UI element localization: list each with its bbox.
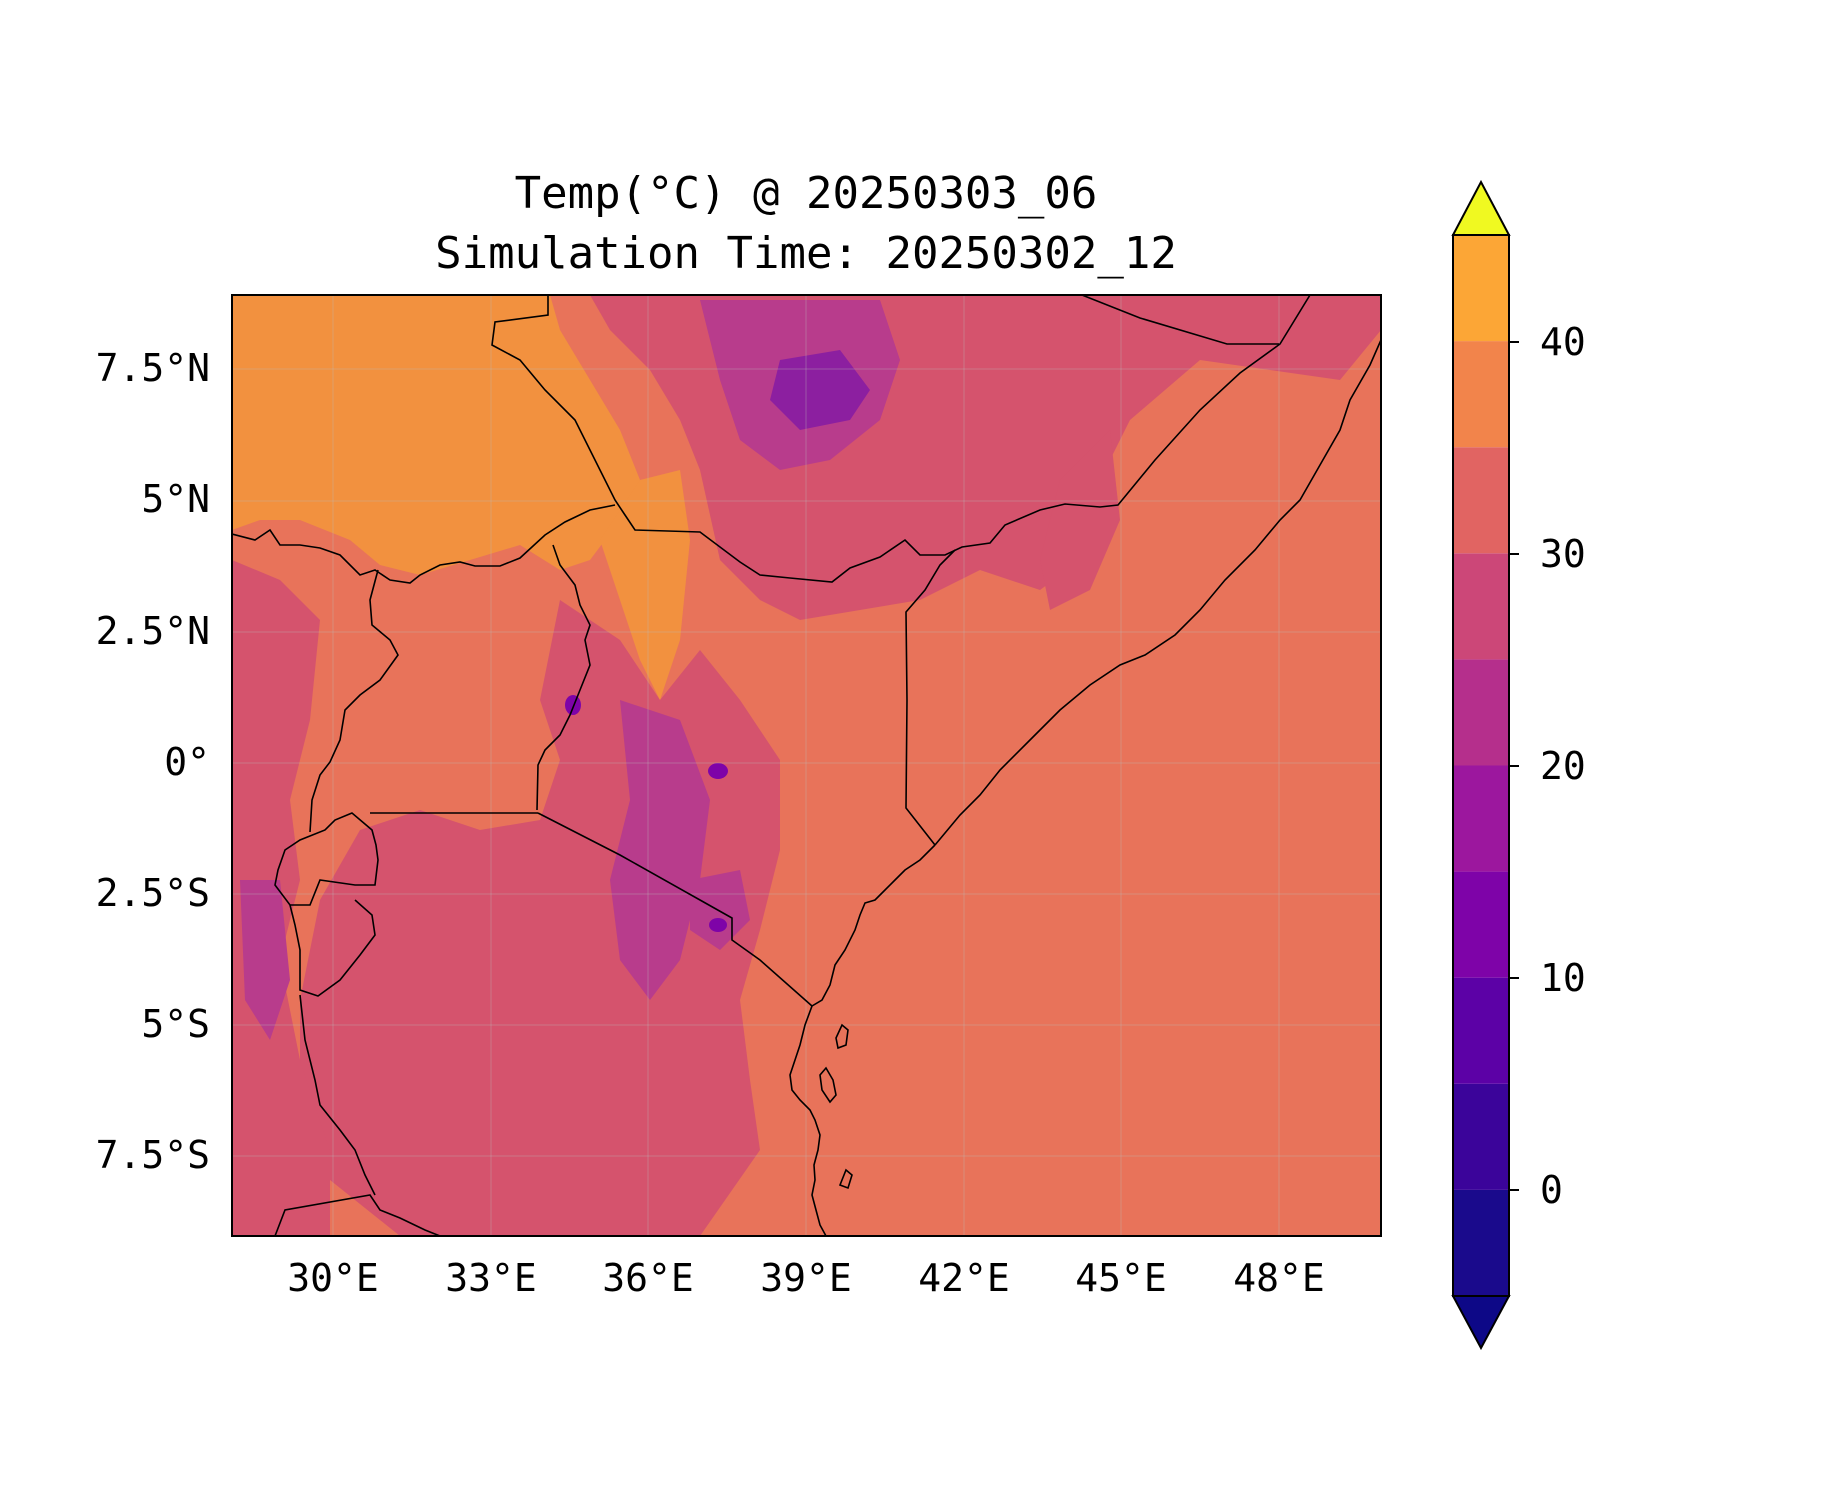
colorbar-tick-40: 40 xyxy=(1540,320,1586,364)
border-southsudan-uganda xyxy=(232,504,616,584)
country-borders xyxy=(232,295,1381,1236)
border-rwanda-burundi xyxy=(274,812,379,906)
lon-tick-33E: 33°E xyxy=(445,1256,537,1300)
border-sudan-southsudan-ethiopia xyxy=(491,295,1311,583)
colorbar-band-40 xyxy=(1453,235,1509,342)
colorbar-band--5 xyxy=(1453,1189,1509,1296)
coastline-kenya-tanzania xyxy=(789,844,936,1236)
border-uganda-drc xyxy=(309,569,399,833)
lat-tick-2.5S: 2.5°S xyxy=(96,871,210,915)
colorbar-band-35 xyxy=(1453,341,1509,448)
border-kenya-tanzania xyxy=(537,812,813,1007)
colorbar-tick-10: 10 xyxy=(1540,956,1586,1000)
colorbar-band-10 xyxy=(1453,871,1509,978)
hot-region-north-west xyxy=(232,295,640,575)
colorbar-tick-labels: 40 30 20 10 0 xyxy=(1540,320,1586,1212)
lon-tick-labels: 30°E 33°E 36°E 39°E 42°E 45°E 48°E xyxy=(287,1256,1325,1300)
colorbar-tick-0: 0 xyxy=(1540,1168,1563,1212)
cold-spot-kenya xyxy=(708,763,728,779)
lat-tick-5S: 5°S xyxy=(141,1002,210,1046)
colorbar-band-15 xyxy=(1453,765,1509,872)
cold-spot-rwenzori xyxy=(565,695,581,715)
colorbar-band-30 xyxy=(1453,447,1509,554)
lat-tick-5N: 5°N xyxy=(141,477,210,521)
lon-tick-45E: 45°E xyxy=(1075,1256,1167,1300)
lat-tick-7.5N: 7.5°N xyxy=(96,346,210,390)
hot-patch-rift xyxy=(600,470,690,700)
mild-region-somali xyxy=(1040,430,1120,610)
border-uganda-kenya xyxy=(536,544,591,811)
colorbar-band-0 xyxy=(1453,1083,1509,1190)
lon-tick-39E: 39°E xyxy=(760,1256,852,1300)
lat-tick-0: 0° xyxy=(164,740,210,784)
border-burundi-tanzania xyxy=(289,899,376,997)
colorbar-ticks xyxy=(1509,341,1519,1191)
colorbar-bands xyxy=(1453,235,1509,1296)
map-frame xyxy=(231,294,1382,1237)
island-mafia xyxy=(838,1168,853,1190)
island-pemba xyxy=(835,1023,849,1050)
lon-tick-48E: 48°E xyxy=(1233,1256,1325,1300)
colorbar-band-5 xyxy=(1453,977,1509,1084)
lon-tick-42E: 42°E xyxy=(918,1256,1010,1300)
colorbar-tick-20: 20 xyxy=(1540,744,1586,788)
map-panel xyxy=(232,295,1381,1236)
lat-tick-2.5N: 2.5°N xyxy=(96,609,210,653)
colorbar-extend-bottom xyxy=(1451,1295,1511,1351)
lat-tick-labels: 7.5°N 5°N 2.5°N 0° 2.5°S 5°S 7.5°S xyxy=(96,346,210,1177)
cool-region-rift xyxy=(610,700,710,1000)
cool-region-kilimanjaro xyxy=(690,870,750,950)
colorbar-band-25 xyxy=(1453,553,1509,660)
cold-region-highlands xyxy=(770,350,870,430)
border-tanzania-zambia xyxy=(274,1194,441,1236)
colorbar: 40 30 20 10 0 xyxy=(1451,179,1586,1351)
lon-tick-30E: 30°E xyxy=(287,1256,379,1300)
cool-region-west-lakes xyxy=(240,880,290,1040)
border-ethiopia-somalia-east xyxy=(1081,295,1279,345)
lat-tick-7.5S: 7.5°S xyxy=(96,1133,210,1177)
island-zanzibar xyxy=(819,1066,837,1104)
colorbar-extend-top xyxy=(1451,179,1511,236)
cold-spot-kilimanjaro xyxy=(709,918,727,932)
colorbar-tick-30: 30 xyxy=(1540,532,1586,576)
title-line-2: Simulation Time: 20250302_12 xyxy=(435,228,1177,279)
graticule xyxy=(232,295,1381,1236)
colorbar-band-20 xyxy=(1453,659,1509,766)
lon-tick-36E: 36°E xyxy=(602,1256,694,1300)
coastline-somalia xyxy=(934,339,1381,846)
border-lake-tanganyika xyxy=(299,994,376,1196)
title-line-1: Temp(°C) @ 20250303_06 xyxy=(515,168,1098,219)
border-kenya-somalia xyxy=(905,549,956,846)
